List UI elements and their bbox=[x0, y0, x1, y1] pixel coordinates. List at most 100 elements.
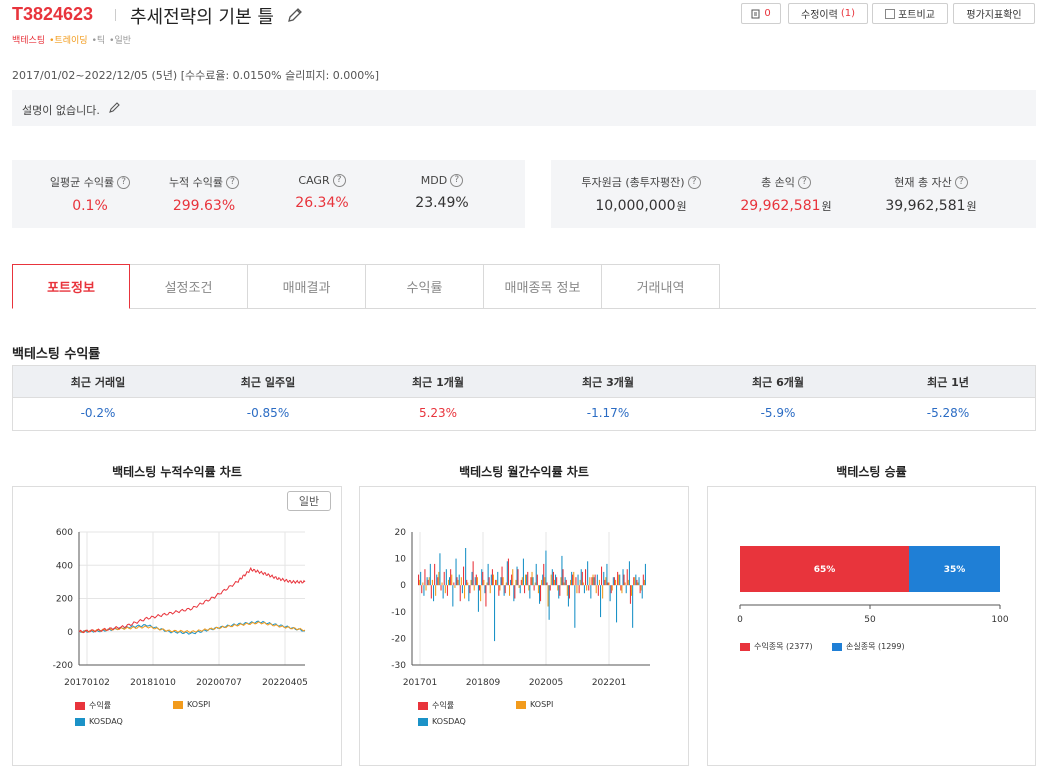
bar-2 bbox=[510, 579, 512, 586]
bar-1 bbox=[595, 585, 597, 594]
y-tick-label: 20 bbox=[395, 528, 407, 538]
stat-total-assets: 현재 총 자산? 39,962,581원 bbox=[871, 160, 991, 214]
legend-swatch bbox=[740, 642, 750, 651]
bar-0 bbox=[585, 569, 587, 586]
x-tick-label: 202201 bbox=[592, 678, 626, 688]
help-icon[interactable]: ? bbox=[117, 175, 131, 189]
bar-2 bbox=[545, 550, 547, 586]
bar-1 bbox=[557, 585, 559, 591]
bar-2 bbox=[503, 585, 505, 596]
legend-kospi: KOSPI bbox=[516, 700, 553, 709]
tab-settings[interactable]: 설정조건 bbox=[130, 264, 248, 309]
y-tick-label: -20 bbox=[391, 634, 406, 644]
stat-label: 현재 총 자산 bbox=[894, 176, 952, 189]
bar-0 bbox=[556, 577, 558, 586]
bar-2 bbox=[593, 577, 595, 586]
stat-value: 29,962,581 bbox=[740, 198, 821, 214]
bar-0 bbox=[607, 582, 609, 586]
winrate-chart-panel: 65% 35% 0 50 100 수익종목 (2377) 손실종목 (1299) bbox=[707, 486, 1036, 766]
bar-0 bbox=[424, 569, 426, 586]
bar-1 bbox=[425, 585, 427, 591]
bar-0 bbox=[527, 571, 529, 586]
bar-2 bbox=[429, 563, 431, 586]
bar-0 bbox=[626, 569, 628, 586]
edit-title-pencil-icon[interactable] bbox=[286, 6, 304, 24]
bar-2 bbox=[426, 577, 428, 586]
eval-metrics-button[interactable]: 평가지표확인 bbox=[953, 3, 1035, 24]
help-icon[interactable]: ? bbox=[332, 174, 346, 187]
documents-button[interactable]: 0 bbox=[741, 3, 781, 24]
chart-mode-button[interactable]: 일반 bbox=[287, 491, 331, 511]
bar-1 bbox=[573, 571, 575, 586]
stat-value: 10,000,000 bbox=[595, 198, 676, 214]
tab-returns[interactable]: 수익률 bbox=[366, 264, 484, 309]
tab-stock-info[interactable]: 매매종목 정보 bbox=[484, 264, 602, 309]
tab-portfolio-info[interactable]: 포트정보 bbox=[12, 264, 130, 309]
stats-box-assets: 투자원금 (총투자평잔)? 10,000,000원 총 손익? 29,962,5… bbox=[551, 160, 1036, 228]
stat-value: 0.1% bbox=[72, 198, 108, 214]
bar-1 bbox=[541, 579, 543, 586]
help-icon[interactable]: ? bbox=[450, 174, 464, 187]
help-icon[interactable]: ? bbox=[687, 175, 701, 189]
bar-1 bbox=[525, 574, 527, 586]
bar-0 bbox=[546, 582, 548, 586]
bar-0 bbox=[453, 582, 455, 586]
title-separator bbox=[115, 9, 116, 21]
bar-0 bbox=[610, 585, 612, 594]
bar-1 bbox=[502, 577, 504, 586]
legend-swatch bbox=[173, 700, 183, 709]
portfolio-compare-button[interactable]: 포트비교 bbox=[872, 3, 948, 24]
bar-0 bbox=[456, 577, 458, 586]
legend-kospi: KOSPI bbox=[173, 700, 210, 709]
help-icon[interactable]: ? bbox=[797, 175, 811, 189]
bar-1 bbox=[615, 579, 617, 586]
bar-2 bbox=[628, 561, 630, 586]
bar-0 bbox=[559, 585, 561, 596]
legend-label: KOSDAQ bbox=[89, 717, 123, 726]
bar-2 bbox=[420, 571, 422, 586]
x-tick-label: 20220405 bbox=[262, 678, 308, 688]
legend-kosdaq: KOSDAQ bbox=[75, 717, 123, 726]
bar-2 bbox=[519, 585, 521, 594]
revision-label: 수정이력 bbox=[801, 10, 838, 21]
legend-swatch bbox=[832, 642, 842, 651]
bar-1 bbox=[592, 574, 594, 586]
tab-trade-results[interactable]: 매매결과 bbox=[248, 264, 366, 309]
bar-0 bbox=[533, 585, 535, 591]
bar-0 bbox=[498, 585, 500, 596]
bar-1 bbox=[570, 579, 572, 586]
compare-checkbox[interactable] bbox=[885, 8, 896, 19]
bar-1 bbox=[560, 577, 562, 586]
help-icon[interactable]: ? bbox=[954, 175, 968, 189]
bar-0 bbox=[463, 566, 465, 586]
stacked-bar-0 bbox=[740, 546, 909, 592]
bar-0 bbox=[620, 585, 622, 591]
bar-0 bbox=[536, 574, 538, 586]
y-tick-label: -200 bbox=[53, 661, 74, 671]
tab-transactions[interactable]: 거래내역 bbox=[602, 264, 720, 309]
bar-1 bbox=[598, 579, 600, 586]
edit-description-pencil-icon[interactable] bbox=[108, 100, 122, 114]
bar-2 bbox=[609, 585, 611, 602]
legend-label: KOSPI bbox=[530, 700, 554, 709]
revision-history-button[interactable]: 수정이력 (1) bbox=[788, 3, 868, 24]
bar-2 bbox=[558, 585, 560, 599]
bar-1 bbox=[553, 579, 555, 586]
bar-2 bbox=[439, 553, 441, 586]
bar-1 bbox=[419, 579, 421, 586]
bar-0 bbox=[639, 585, 641, 594]
returns-header-cell: 최근 일주일 bbox=[240, 376, 296, 389]
bar-0 bbox=[629, 585, 631, 604]
bar-0 bbox=[543, 563, 545, 586]
bar-1 bbox=[534, 582, 536, 586]
bar-1 bbox=[550, 574, 552, 586]
bar-2 bbox=[635, 574, 637, 586]
bar-2 bbox=[587, 561, 589, 586]
bar-1 bbox=[608, 582, 610, 586]
bar-1 bbox=[422, 582, 424, 586]
help-icon[interactable]: ? bbox=[226, 175, 240, 189]
bar-0 bbox=[604, 579, 606, 586]
bar-1 bbox=[480, 585, 482, 602]
bar-1 bbox=[634, 577, 636, 586]
bar-0 bbox=[597, 585, 599, 596]
